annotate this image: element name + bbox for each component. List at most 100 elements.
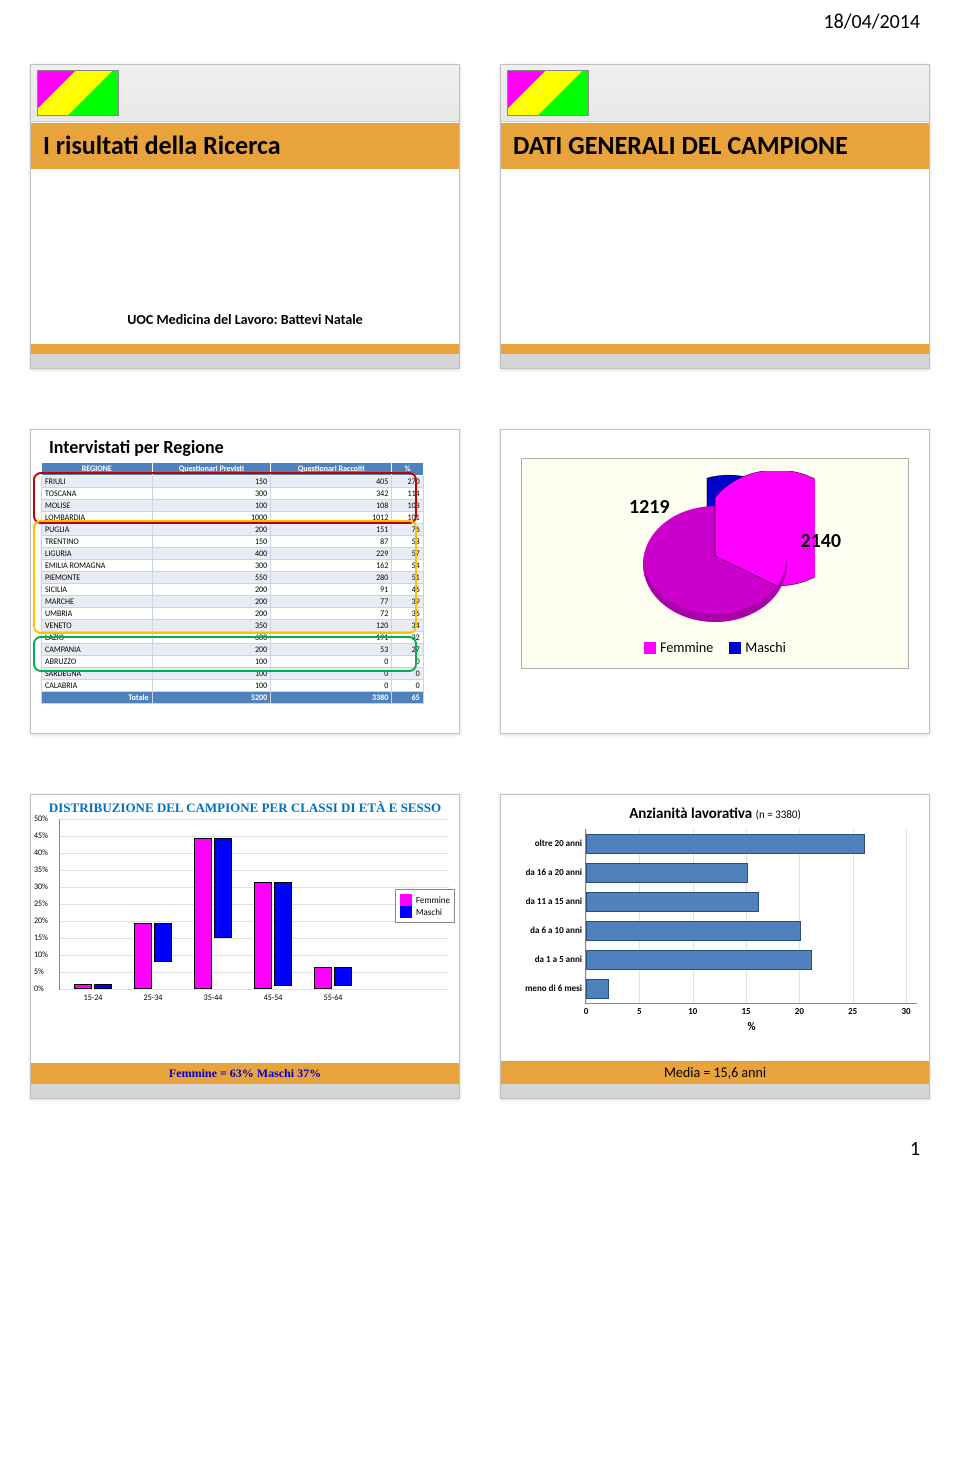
table-cell: 0	[392, 680, 423, 692]
bar-femmine	[74, 984, 92, 989]
bar-chart: 0%5%10%15%20%25%30%35%40%45%50%15-2425-3…	[59, 819, 449, 990]
legend-swatch-maschi	[729, 642, 741, 654]
slide-5: DISTRIBUZIONE DEL CAMPIONE PER CLASSI DI…	[30, 794, 460, 1099]
y-label: 40%	[34, 848, 48, 858]
hbar-row: meno di 6 mesi	[586, 977, 609, 1001]
slide-1-footer	[31, 354, 459, 368]
slide-2-header	[501, 65, 929, 122]
y-label: 0%	[34, 984, 44, 994]
page-number: 1	[0, 1129, 960, 1175]
x-label: 0	[584, 1006, 589, 1017]
slide-2: DATI GENERALI DEL CAMPIONE	[500, 64, 930, 369]
x-label: 25	[848, 1006, 857, 1017]
bar-maschi	[334, 967, 352, 986]
y-label: 35%	[34, 865, 48, 875]
slide-2-title-band: DATI GENERALI DEL CAMPIONE	[501, 122, 929, 170]
x-label: 20	[795, 1006, 804, 1017]
highlight-red	[33, 472, 417, 524]
slide-6-footer-bar	[501, 1084, 929, 1098]
hbar-row: da 6 a 10 anni	[586, 919, 801, 943]
slides-grid: I risultati della Ricerca UOC Medicina d…	[0, 34, 960, 1129]
hbar-row: da 1 a 5 anni	[586, 948, 812, 972]
hbar-label: da 6 a 10 anni	[502, 925, 586, 936]
x-label: 10	[688, 1006, 697, 1017]
x-axis-label: %	[747, 1020, 755, 1033]
slide-2-sub-footer	[501, 344, 929, 354]
slide-1-sub-footer	[31, 344, 459, 354]
grid-line	[60, 819, 449, 820]
hbar-row: oltre 20 anni	[586, 832, 865, 856]
bar-group	[190, 838, 236, 990]
bar-femmine	[254, 882, 272, 989]
swatch-f-icon	[400, 894, 412, 906]
slide-2-footer	[501, 354, 929, 368]
y-label: 50%	[34, 814, 48, 824]
legend-femmine: Femmine	[644, 639, 713, 656]
x-label: 25-34	[130, 993, 176, 1003]
slide-2-title: DATI GENERALI DEL CAMPIONE	[513, 131, 917, 161]
legend-maschi: Maschi	[729, 639, 786, 656]
date-header: 18/04/2014	[0, 0, 960, 34]
slide-6-n: (n = 3380)	[756, 808, 801, 821]
hbar	[586, 950, 812, 970]
bar-maschi	[214, 838, 232, 939]
bar-femmine	[134, 923, 152, 990]
pie-chart-frame: 1219 2140 Femmine Maschi	[521, 458, 910, 669]
hbar-label: meno di 6 mesi	[502, 983, 586, 994]
y-label: 30%	[34, 882, 48, 892]
bar-group	[250, 882, 296, 989]
pie-label-maschi: 1219	[629, 495, 670, 519]
x-label: 5	[637, 1006, 642, 1017]
slide-1-header	[31, 65, 459, 122]
hbar-label: da 16 a 20 anni	[502, 867, 586, 878]
pie-chart: 1219 2140	[615, 471, 815, 631]
grid-line	[906, 829, 907, 1003]
slide-6-footer: Media = 15,6 anni	[501, 1061, 929, 1084]
table-cell: Totale	[42, 692, 153, 704]
slide-3-body: Intervistati per Regione REGIONEQuestion…	[31, 430, 459, 733]
slide-4-body: 1219 2140 Femmine Maschi	[501, 430, 929, 733]
slide-1-title-band: I risultati della Ricerca	[31, 122, 459, 170]
y-label: 10%	[34, 950, 48, 960]
y-label: 15%	[34, 933, 48, 943]
grid-line	[60, 870, 449, 871]
bar-femmine	[194, 838, 212, 990]
slide-3-title: Intervistati per Regione	[49, 436, 453, 458]
slide-6: Anzianità lavorativa (n = 3380) 05101520…	[500, 794, 930, 1099]
slide-3: Intervistati per Regione REGIONEQuestion…	[30, 429, 460, 734]
bar-group	[310, 967, 356, 989]
bar-maschi	[274, 882, 292, 986]
grid-line	[60, 836, 449, 837]
highlight-yellow	[33, 520, 417, 634]
hbar	[586, 834, 865, 854]
slide-5-title: DISTRIBUZIONE DEL CAMPIONE PER CLASSI DI…	[35, 801, 455, 815]
x-label: 30	[901, 1006, 910, 1017]
hbar-label: oltre 20 anni	[502, 838, 586, 849]
hbar-chart: 051015202530oltre 20 annida 16 a 20 anni…	[585, 829, 917, 1004]
x-label: 15-24	[70, 993, 116, 1003]
y-label: 5%	[34, 967, 44, 977]
x-label: 55-64	[310, 993, 356, 1003]
logo-icon	[37, 70, 119, 116]
grid-line	[60, 853, 449, 854]
bar-group	[130, 923, 176, 990]
pie-legend: Femmine Maschi	[534, 639, 897, 656]
bar-maschi	[94, 984, 112, 989]
bar-legend-m: Maschi	[400, 906, 450, 918]
bar-maschi	[154, 923, 172, 962]
y-label: 20%	[34, 916, 48, 926]
bar-legend-m-label: Maschi	[416, 907, 442, 918]
slide-2-body	[501, 170, 929, 344]
slide-5-footer: Femmine = 63% Maschi 37%	[31, 1063, 459, 1084]
x-label: 45-54	[250, 993, 296, 1003]
slide-1-subtitle: UOC Medicina del Lavoro: Battevi Natale	[127, 311, 362, 328]
table-cell: 100	[152, 680, 271, 692]
hbar-row: da 11 a 15 anni	[586, 890, 759, 914]
x-label: 15	[741, 1006, 750, 1017]
y-label: 45%	[34, 831, 48, 841]
slide-1-body: UOC Medicina del Lavoro: Battevi Natale	[31, 170, 459, 344]
bar-group	[70, 984, 116, 989]
slide-5-footer-bar	[31, 1084, 459, 1098]
hbar	[586, 892, 759, 912]
slide-6-title: Anzianità lavorativa (n = 3380)	[505, 805, 925, 823]
